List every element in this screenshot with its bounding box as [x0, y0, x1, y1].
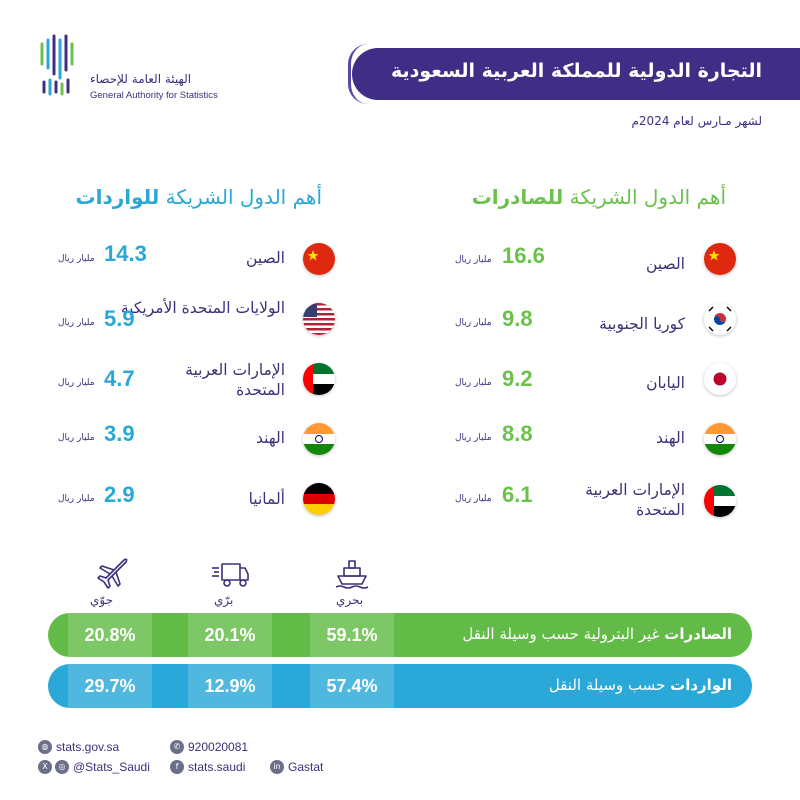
imports-heading-bold: للواردات [75, 185, 160, 209]
imports-bar-label-rest: حسب وسيلة النقل [548, 676, 666, 694]
import-unit: مليار ريال [58, 433, 95, 443]
truck-icon [212, 563, 249, 587]
exports-land-value: 20.1% [188, 613, 272, 657]
export-unit: مليار ريال [455, 433, 492, 443]
imports-heading-prefix: أهم الدول الشريكة [165, 185, 322, 209]
import-value: 3.9 [104, 421, 135, 446]
x-icon: X [38, 760, 52, 774]
export-value: 9.2 [502, 366, 533, 391]
title-banner: التجارة الدولية للمملكة العربية السعودية [352, 48, 800, 100]
banner-accent [348, 44, 368, 104]
imports-transport-bar: 29.7% 12.9% 57.4% الواردات حسب وسيلة الن… [48, 664, 752, 708]
imports-sea-value: 57.4% [310, 664, 394, 708]
import-value: 2.9 [104, 482, 135, 507]
import-country: الولايات المتحدة الأمريكية [120, 299, 285, 317]
gastat-logo-icon [40, 34, 74, 96]
import-unit: مليار ريال [58, 494, 95, 504]
china-flag-icon [303, 243, 335, 275]
import-value: 14.3 [104, 241, 147, 266]
org-name-en: General Authority for Statistics [90, 90, 218, 101]
imports-land-value: 12.9% [188, 664, 272, 708]
exports-sea-value: 59.1% [310, 613, 394, 657]
linkedin-icon: in [270, 760, 284, 774]
export-unit: مليار ريال [455, 318, 492, 328]
imports-bar-label: الواردات حسب وسيلة النقل [549, 676, 732, 694]
globe-icon: ◍ [38, 740, 52, 754]
japan-flag-icon [704, 363, 736, 395]
export-country: اليابان [646, 374, 685, 392]
export-value: 6.1 [502, 482, 533, 507]
import-country: ألمانيا [248, 490, 285, 508]
page-title: التجارة الدولية للمملكة العربية السعودية [390, 60, 762, 82]
footer-facebook[interactable]: stats.saudi [188, 760, 246, 774]
export-unit: مليار ريال [455, 494, 492, 504]
import-country: الصين [246, 249, 285, 267]
import-value: 5.9 [104, 306, 135, 331]
mode-land-label: برّي [214, 593, 234, 607]
import-value: 4.7 [104, 366, 135, 391]
footer-linkedin[interactable]: Gastat [288, 760, 324, 774]
exports-heading-prefix: أهم الدول الشريكة [569, 185, 726, 209]
exports-heading-bold: للصادرات [471, 185, 564, 209]
exports-air-value: 20.8% [68, 613, 152, 657]
gastat-logo: الهيئة العامة للإحصاء General Authority … [36, 34, 236, 104]
export-value: 9.8 [502, 306, 533, 331]
org-name-ar: الهيئة العامة للإحصاء [90, 72, 192, 86]
import-unit: مليار ريال [58, 318, 95, 328]
imports-heading: أهم الدول الشريكة للواردات [76, 185, 323, 209]
facebook-icon: f [170, 760, 184, 774]
export-country: الهند [656, 429, 685, 447]
mode-sea-label: بحري [336, 593, 364, 607]
import-country: الإمارات العربية المتحدة [185, 361, 285, 399]
footer-website[interactable]: stats.gov.sa [56, 740, 120, 754]
airplane-icon [97, 558, 128, 589]
exports-bar-label-bold: الصادرات [664, 625, 732, 643]
export-country: الصين [646, 255, 685, 273]
exports-bar-label: الصادرات غير البترولية حسب وسيلة النقل [462, 625, 732, 643]
export-country: الإمارات العربية المتحدة [585, 481, 685, 519]
footer-phone[interactable]: 920020081 [188, 740, 249, 754]
india-flag-icon [303, 423, 335, 455]
india-flag-icon [704, 423, 736, 455]
usa-flag-icon [303, 303, 335, 335]
instagram-icon: ◎ [55, 760, 69, 774]
export-unit: مليار ريال [455, 255, 492, 265]
import-unit: مليار ريال [58, 254, 95, 264]
period-subtitle: لشهر مـارس لعام 2024م [631, 114, 762, 128]
ship-icon [335, 560, 369, 589]
imports-bar-label-bold: الواردات [670, 676, 732, 694]
export-country: كوريا الجنوبية [599, 315, 685, 333]
uae-flag-icon [303, 363, 335, 395]
uae-flag-icon [704, 485, 736, 517]
exports-bar-label-rest: غير البترولية حسب وسيلة النقل [462, 625, 660, 643]
germany-flag-icon [303, 483, 335, 515]
exports-heading: أهم الدول الشريكة للصادرات [472, 185, 726, 209]
china-flag-icon [704, 243, 736, 275]
imports-air-value: 29.7% [68, 664, 152, 708]
export-value: 16.6 [502, 243, 545, 268]
import-unit: مليار ريال [58, 378, 95, 388]
footer-social[interactable]: @Stats_Saudi [73, 760, 150, 774]
mode-air-label: جوّي [90, 593, 114, 607]
export-value: 8.8 [502, 421, 533, 446]
exports-transport-bar: 20.8% 20.1% 59.1% الصادرات غير البترولية… [48, 613, 752, 657]
export-unit: مليار ريال [455, 378, 492, 388]
import-country: الهند [256, 429, 285, 447]
phone-icon: ✆ [170, 740, 184, 754]
south-korea-flag-icon [704, 303, 736, 335]
